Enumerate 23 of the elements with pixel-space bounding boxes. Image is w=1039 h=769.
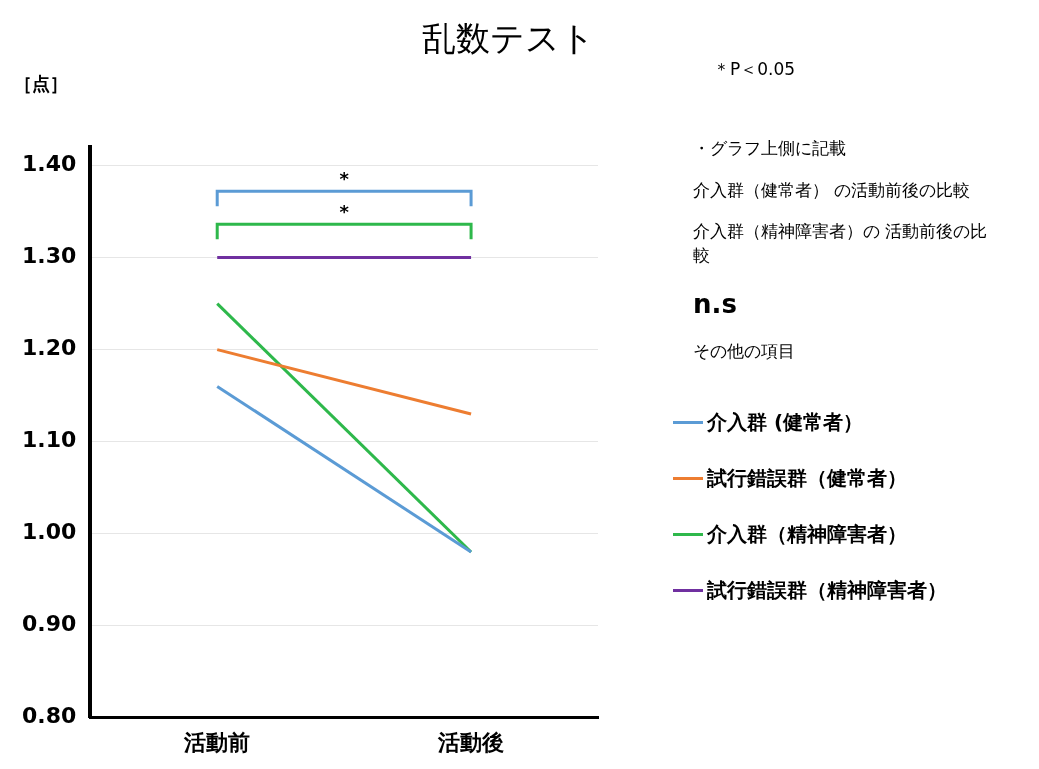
- y-tick-label: 1.10: [22, 427, 77, 453]
- legend-label: 介入群（精神障害者）: [707, 520, 907, 548]
- x-tick-label: 活動後: [437, 729, 505, 755]
- annotation: *: [339, 167, 350, 189]
- legend-label: 試行錯誤群（精神障害者）: [707, 576, 947, 604]
- y-tick-label: 0.90: [22, 611, 77, 637]
- y-axis-title: ［点］: [14, 72, 68, 96]
- y-tick-label: 1.30: [22, 243, 77, 269]
- annotation: *: [339, 200, 350, 222]
- text: 介入群（健常者） の活動前後の比較: [693, 178, 972, 202]
- legend-label: 介入群 (健常者）: [707, 408, 864, 436]
- text: その他の項目: [693, 340, 796, 364]
- y-tick-label: 1.40: [22, 151, 77, 177]
- x-tick-label: 活動前: [183, 729, 251, 755]
- text: n.s: [693, 288, 738, 321]
- text: ・グラフ上側に記載: [693, 136, 847, 160]
- y-tick-label: 0.80: [22, 703, 77, 729]
- y-tick-label: 1.00: [22, 519, 77, 545]
- text: ＊P＜0.05: [713, 58, 797, 81]
- text: 介入群（精神障害者）の 活動前後の比較: [693, 220, 989, 268]
- chart-title: 乱数テスト: [420, 17, 596, 60]
- y-tick-label: 1.20: [22, 335, 77, 361]
- legend-label: 試行錯誤群（健常者）: [707, 464, 907, 492]
